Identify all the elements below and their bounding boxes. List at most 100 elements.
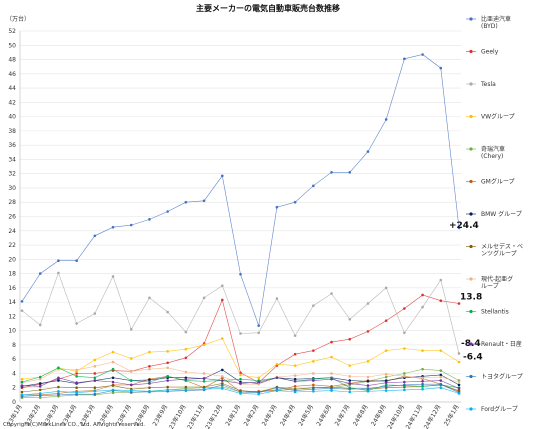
- x-tick-label: 24年10月: [386, 403, 407, 429]
- data-point: [75, 372, 78, 375]
- x-tick-label: 24年12月: [422, 403, 443, 429]
- data-point: [57, 271, 60, 275]
- data-point: [403, 375, 406, 378]
- data-point: [366, 380, 370, 383]
- data-point: [439, 278, 443, 282]
- legend-entry: Renault・日産: [481, 340, 522, 348]
- data-point: [293, 374, 297, 377]
- data-point: [148, 382, 151, 385]
- data-point: [312, 383, 315, 387]
- x-tick-label: 24年3月: [260, 403, 279, 427]
- data-point: [184, 388, 188, 392]
- data-point: [439, 379, 443, 382]
- x-tick-label: 23年9月: [151, 403, 170, 427]
- data-point: [421, 380, 424, 383]
- y-tick-label: 46: [8, 71, 16, 78]
- data-point: [93, 312, 97, 315]
- data-point: [275, 362, 279, 366]
- legend-entry: 比亜迪汽車: [481, 15, 511, 23]
- data-point: [111, 275, 115, 278]
- data-point: [421, 367, 424, 371]
- data-point: [275, 389, 279, 392]
- data-point: [220, 337, 224, 340]
- data-point: [348, 379, 352, 382]
- data-point: [421, 382, 424, 386]
- data-point: [439, 349, 443, 352]
- data-point: [275, 205, 279, 209]
- data-point: [293, 390, 297, 394]
- data-point: [403, 388, 406, 392]
- data-point: [348, 390, 352, 394]
- data-point: [421, 53, 424, 56]
- data-point: [93, 372, 97, 375]
- y-tick-label: 32: [8, 171, 16, 178]
- data-point: [457, 352, 461, 355]
- y-tick-label: 28: [8, 199, 16, 206]
- data-point: [202, 387, 206, 391]
- annotation-label: -6.4: [463, 352, 483, 362]
- data-point: [275, 297, 279, 300]
- y-tick-label: 26: [8, 214, 16, 221]
- data-point: [148, 378, 151, 382]
- data-point: [93, 386, 97, 390]
- data-point: [293, 334, 297, 337]
- data-point: [166, 310, 169, 314]
- legend-swatch-marker: [469, 147, 473, 151]
- data-point: [93, 379, 97, 382]
- data-point: [129, 223, 133, 227]
- data-point: [166, 350, 169, 353]
- data-point: [57, 389, 60, 393]
- data-point: [439, 373, 443, 377]
- y-tick-label: 42: [8, 99, 16, 106]
- data-point: [111, 225, 115, 229]
- data-point: [57, 366, 60, 370]
- data-point: [366, 375, 370, 379]
- data-point: [457, 383, 461, 387]
- data-point: [330, 389, 333, 392]
- data-point: [348, 170, 352, 174]
- data-point: [457, 392, 461, 395]
- data-point: [111, 388, 115, 392]
- legend-swatch-marker: [469, 374, 473, 379]
- data-point: [312, 304, 315, 307]
- data-point: [220, 375, 224, 378]
- data-point: [220, 284, 224, 288]
- data-point: [421, 376, 424, 380]
- data-point: [457, 389, 461, 392]
- data-point: [384, 381, 388, 385]
- data-point: [93, 365, 97, 368]
- data-point: [384, 379, 388, 382]
- data-point: [366, 384, 370, 387]
- data-point: [75, 259, 78, 263]
- value-annotations: +24.413.8-8.4-6.4: [449, 221, 483, 363]
- data-point: [330, 355, 333, 359]
- data-point: [330, 340, 333, 344]
- legend-entry: Fordグループ: [481, 405, 518, 413]
- data-point: [293, 352, 297, 356]
- data-point: [257, 376, 261, 380]
- legend-swatch-marker: [469, 309, 473, 314]
- y-tick-label: 48: [8, 57, 16, 64]
- data-point: [129, 383, 133, 387]
- data-point: [57, 379, 60, 382]
- data-point: [38, 375, 42, 379]
- data-point: [166, 210, 169, 213]
- data-point: [148, 389, 151, 393]
- x-tick-label: 25年1月: [442, 403, 461, 427]
- data-point: [293, 385, 297, 388]
- data-point: [439, 299, 443, 302]
- data-point: [111, 380, 115, 384]
- legend-swatch-marker: [469, 277, 473, 281]
- legend-swatch-marker: [469, 82, 473, 86]
- y-tick-label: 50: [8, 42, 16, 49]
- data-point: [202, 296, 206, 300]
- data-point: [384, 286, 388, 290]
- legend-entry: トヨタグループ: [481, 373, 523, 381]
- data-point: [384, 319, 388, 322]
- y-tick-label: 14: [8, 299, 16, 306]
- data-point: [366, 389, 370, 393]
- data-point: [312, 379, 315, 382]
- data-point: [220, 298, 224, 302]
- data-point: [202, 377, 206, 380]
- data-point: [20, 380, 24, 384]
